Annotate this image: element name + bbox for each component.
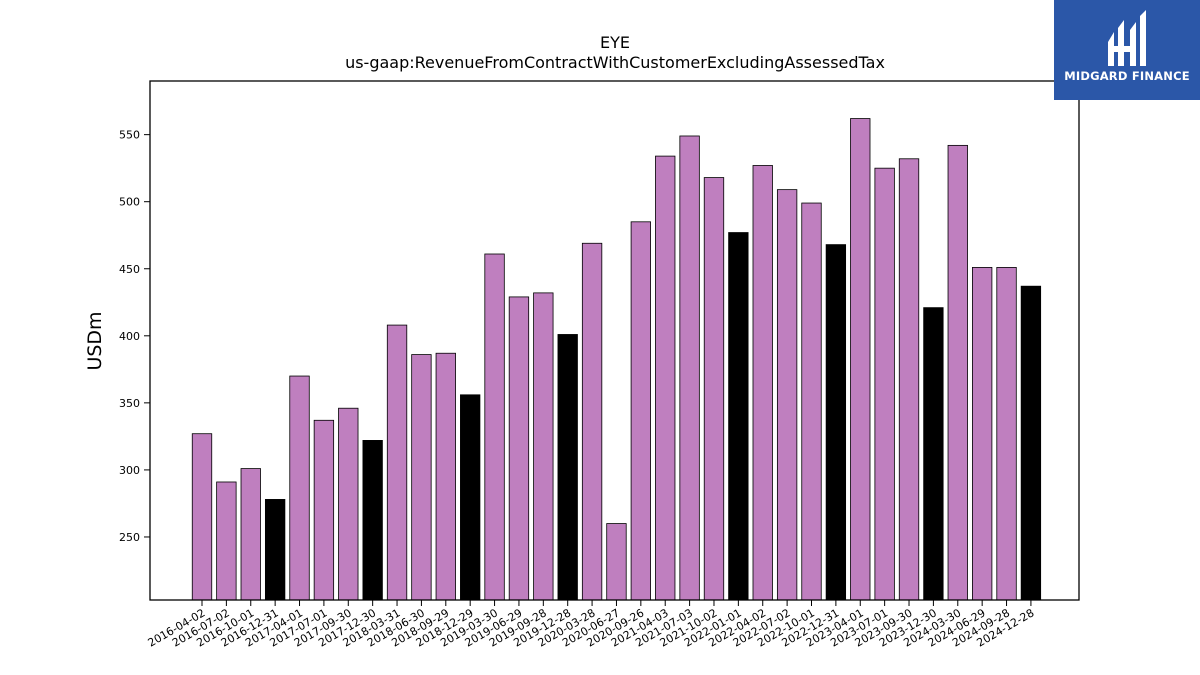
bar-2019-06-29 (508, 296, 530, 601)
x-ticks: 2016-04-022016-07-022016-10-012016-12-31… (146, 600, 1036, 650)
bar-2022-10-01 (801, 202, 822, 601)
bar-2016-12-31 (264, 499, 286, 601)
bar-2017-12-30 (362, 440, 383, 601)
bar-2019-09-28 (533, 292, 554, 601)
y-tick-label: 350 (119, 397, 140, 410)
bar-2022-12-31 (825, 244, 847, 601)
y-ticks: 250 300 350 400 450 500 550 (119, 129, 150, 544)
bar-2016-10-01 (240, 468, 261, 601)
y-tick-label: 500 (119, 196, 140, 209)
bar-2018-03-31 (386, 324, 408, 601)
bar-2017-07-01 (313, 419, 335, 601)
bar-2019-03-30 (484, 253, 505, 601)
bar-2024-09-28 (996, 267, 1017, 601)
bar-2017-04-01 (289, 375, 310, 601)
chart-title: EYE (600, 33, 630, 52)
bar-2024-12-28 (1020, 285, 1042, 601)
bar-2019-12-28 (557, 334, 578, 601)
y-tick-label: 400 (119, 330, 140, 343)
bar-2018-09-29 (435, 352, 456, 601)
chart-subtitle: us-gaap:RevenueFromContractWithCustomerE… (345, 53, 885, 72)
bar-2022-04-02 (752, 165, 773, 601)
bar-2023-07-01 (874, 167, 895, 601)
bar-2023-04-01 (850, 118, 871, 601)
y-tick-label: 450 (119, 263, 140, 276)
y-axis-label: USDm (84, 311, 106, 370)
bar-2023-09-30 (898, 158, 920, 601)
y-tick-label: 250 (119, 531, 140, 544)
bar-2022-01-01 (728, 232, 749, 601)
bar-2016-07-02 (216, 481, 237, 601)
bar-2022-07-02 (776, 189, 798, 601)
bar-2016-04-02 (191, 433, 213, 601)
plot-frame (149, 80, 1080, 601)
bar-2017-09-30 (338, 407, 359, 601)
bar-2021-04-03 (655, 155, 676, 601)
bar-2021-10-02 (703, 177, 725, 601)
bars-group (191, 118, 1042, 601)
bar-2020-09-26 (630, 221, 651, 601)
bar-2024-06-29 (972, 267, 993, 601)
bar-2024-03-30 (947, 144, 968, 601)
y-tick-label: 300 (119, 464, 140, 477)
logo-text: MIDGARD FINANCE (1064, 69, 1190, 83)
logo: MIDGARD FINANCE (1054, 0, 1200, 100)
bar-2018-12-29 (460, 394, 481, 601)
bar-2020-06-27 (606, 523, 627, 601)
bar-2020-03-28 (581, 242, 603, 601)
bar-2021-07-03 (679, 135, 700, 601)
logo-mark-icon (1108, 10, 1146, 66)
y-tick-label: 550 (119, 129, 140, 142)
bar-2023-12-30 (923, 307, 944, 601)
bar-2018-06-30 (411, 354, 432, 601)
